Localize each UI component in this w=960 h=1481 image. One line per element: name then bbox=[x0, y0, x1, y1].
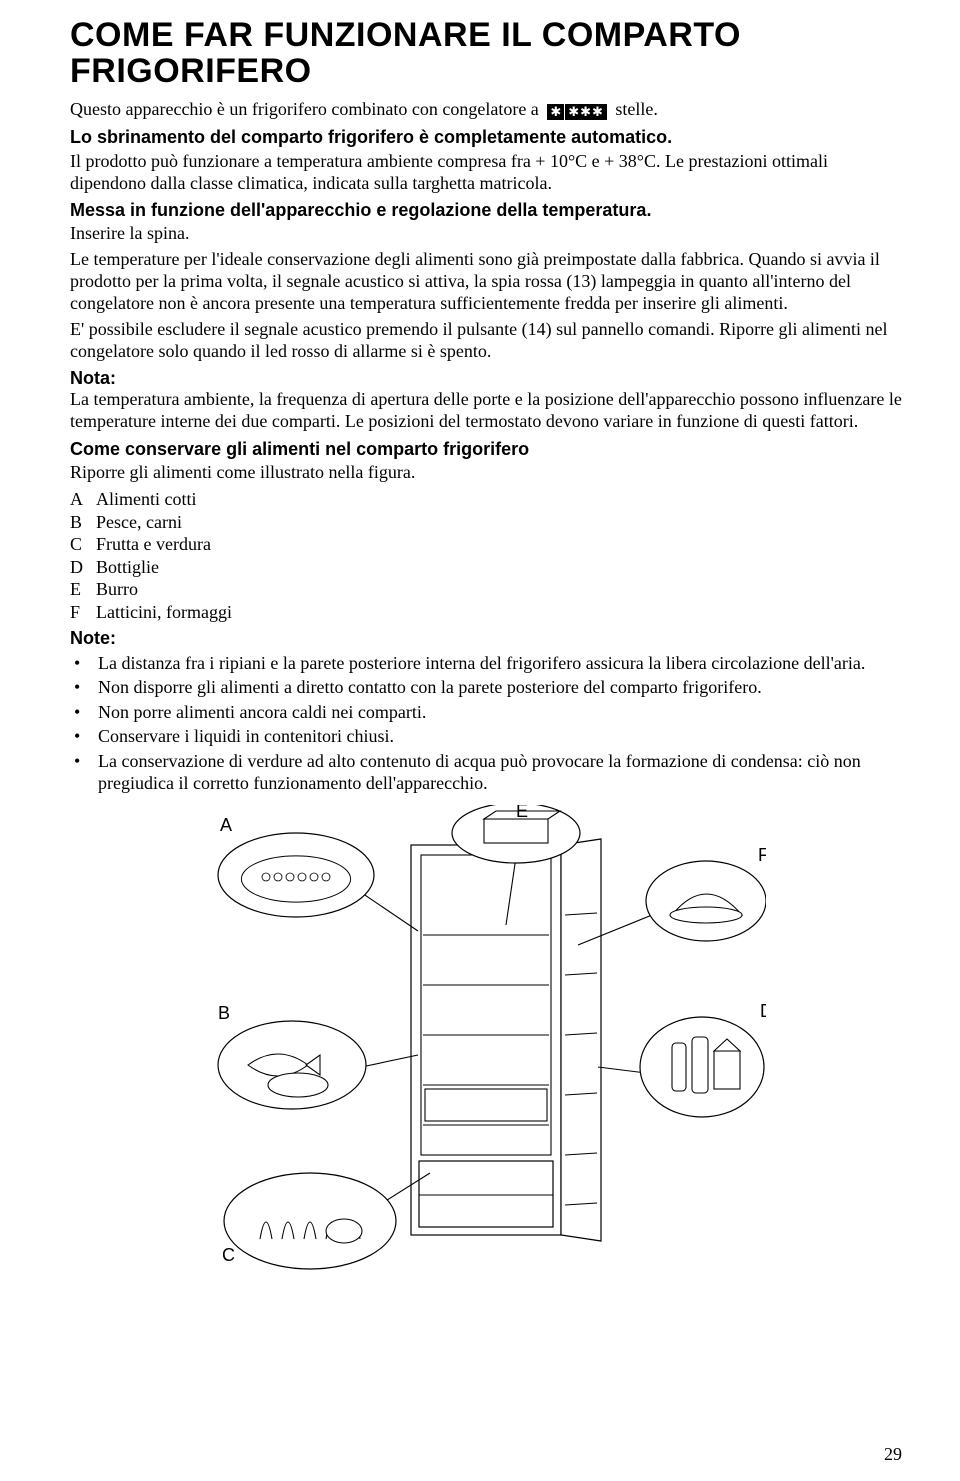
bullet-item: Conservare i liquidi in contenitori chiu… bbox=[70, 725, 902, 748]
fridge-diagram: A E F B D C bbox=[206, 805, 766, 1275]
list-item-key: A bbox=[70, 488, 96, 511]
list-item-key: C bbox=[70, 533, 96, 556]
svg-text:F: F bbox=[758, 845, 766, 865]
list-item-value: Latticini, formaggi bbox=[96, 601, 232, 624]
svg-text:B: B bbox=[218, 1003, 230, 1023]
list-item-key: F bbox=[70, 601, 96, 624]
subhead-conservare: Come conservare gli alimenti nel compart… bbox=[70, 439, 902, 460]
list-item: FLatticini, formaggi bbox=[70, 601, 902, 624]
list-item-key: E bbox=[70, 578, 96, 601]
bullet-item: La conservazione di verdure ad alto cont… bbox=[70, 750, 902, 795]
paragraph-2b: Le temperature per l'ideale conservazion… bbox=[70, 249, 902, 315]
list-item-key: D bbox=[70, 556, 96, 579]
nota-text: La temperatura ambiente, la frequenza di… bbox=[70, 389, 902, 433]
list-item: CFrutta e verdura bbox=[70, 533, 902, 556]
star-right: ✱✱✱ bbox=[565, 104, 607, 120]
nota-label: Nota: bbox=[70, 367, 902, 390]
list-item: DBottiglie bbox=[70, 556, 902, 579]
list-item-key: B bbox=[70, 511, 96, 534]
bold-line-1: Lo sbrinamento del comparto frigorifero … bbox=[70, 126, 902, 149]
svg-text:A: A bbox=[220, 815, 232, 835]
page-number: 29 bbox=[884, 1444, 902, 1465]
list-item: AAlimenti cotti bbox=[70, 488, 902, 511]
intro-paragraph: Questo apparecchio è un frigorifero comb… bbox=[70, 99, 902, 122]
food-placement-list: AAlimenti cottiBPesce, carniCFrutta e ve… bbox=[70, 488, 902, 623]
list-item-value: Pesce, carni bbox=[96, 511, 182, 534]
paragraph-2a: Inserire la spina. bbox=[70, 223, 902, 245]
list-item: BPesce, carni bbox=[70, 511, 902, 534]
bullet-item: La distanza fra i ripiani e la parete po… bbox=[70, 652, 902, 675]
riporre-text: Riporre gli alimenti come illustrato nel… bbox=[70, 462, 902, 484]
list-item-value: Alimenti cotti bbox=[96, 488, 197, 511]
bullet-item: Non porre alimenti ancora caldi nei comp… bbox=[70, 701, 902, 724]
star-rating-icon: ✱✱✱✱ bbox=[547, 100, 607, 122]
list-item-value: Burro bbox=[96, 578, 138, 601]
list-item-value: Bottiglie bbox=[96, 556, 159, 579]
paragraph-2c: E' possibile escludere il segnale acusti… bbox=[70, 319, 902, 363]
note-label: Note: bbox=[70, 627, 902, 650]
intro-before: Questo apparecchio è un frigorifero comb… bbox=[70, 99, 539, 119]
list-item-value: Frutta e verdura bbox=[96, 533, 211, 556]
page-title: COME FAR FUNZIONARE IL COMPARTO FRIGORIF… bbox=[70, 18, 902, 89]
intro-after: stelle. bbox=[615, 99, 658, 119]
list-item: EBurro bbox=[70, 578, 902, 601]
notes-bullet-list: La distanza fra i ripiani e la parete po… bbox=[70, 652, 902, 795]
bold-line-2: Messa in funzione dell'apparecchio e reg… bbox=[70, 199, 902, 222]
svg-text:C: C bbox=[222, 1245, 235, 1265]
paragraph-1: Il prodotto può funzionare a temperatura… bbox=[70, 151, 902, 195]
bullet-item: Non disporre gli alimenti a diretto cont… bbox=[70, 676, 902, 699]
svg-text:D: D bbox=[760, 1001, 766, 1021]
star-left: ✱ bbox=[547, 104, 564, 120]
svg-text:E: E bbox=[516, 805, 528, 821]
